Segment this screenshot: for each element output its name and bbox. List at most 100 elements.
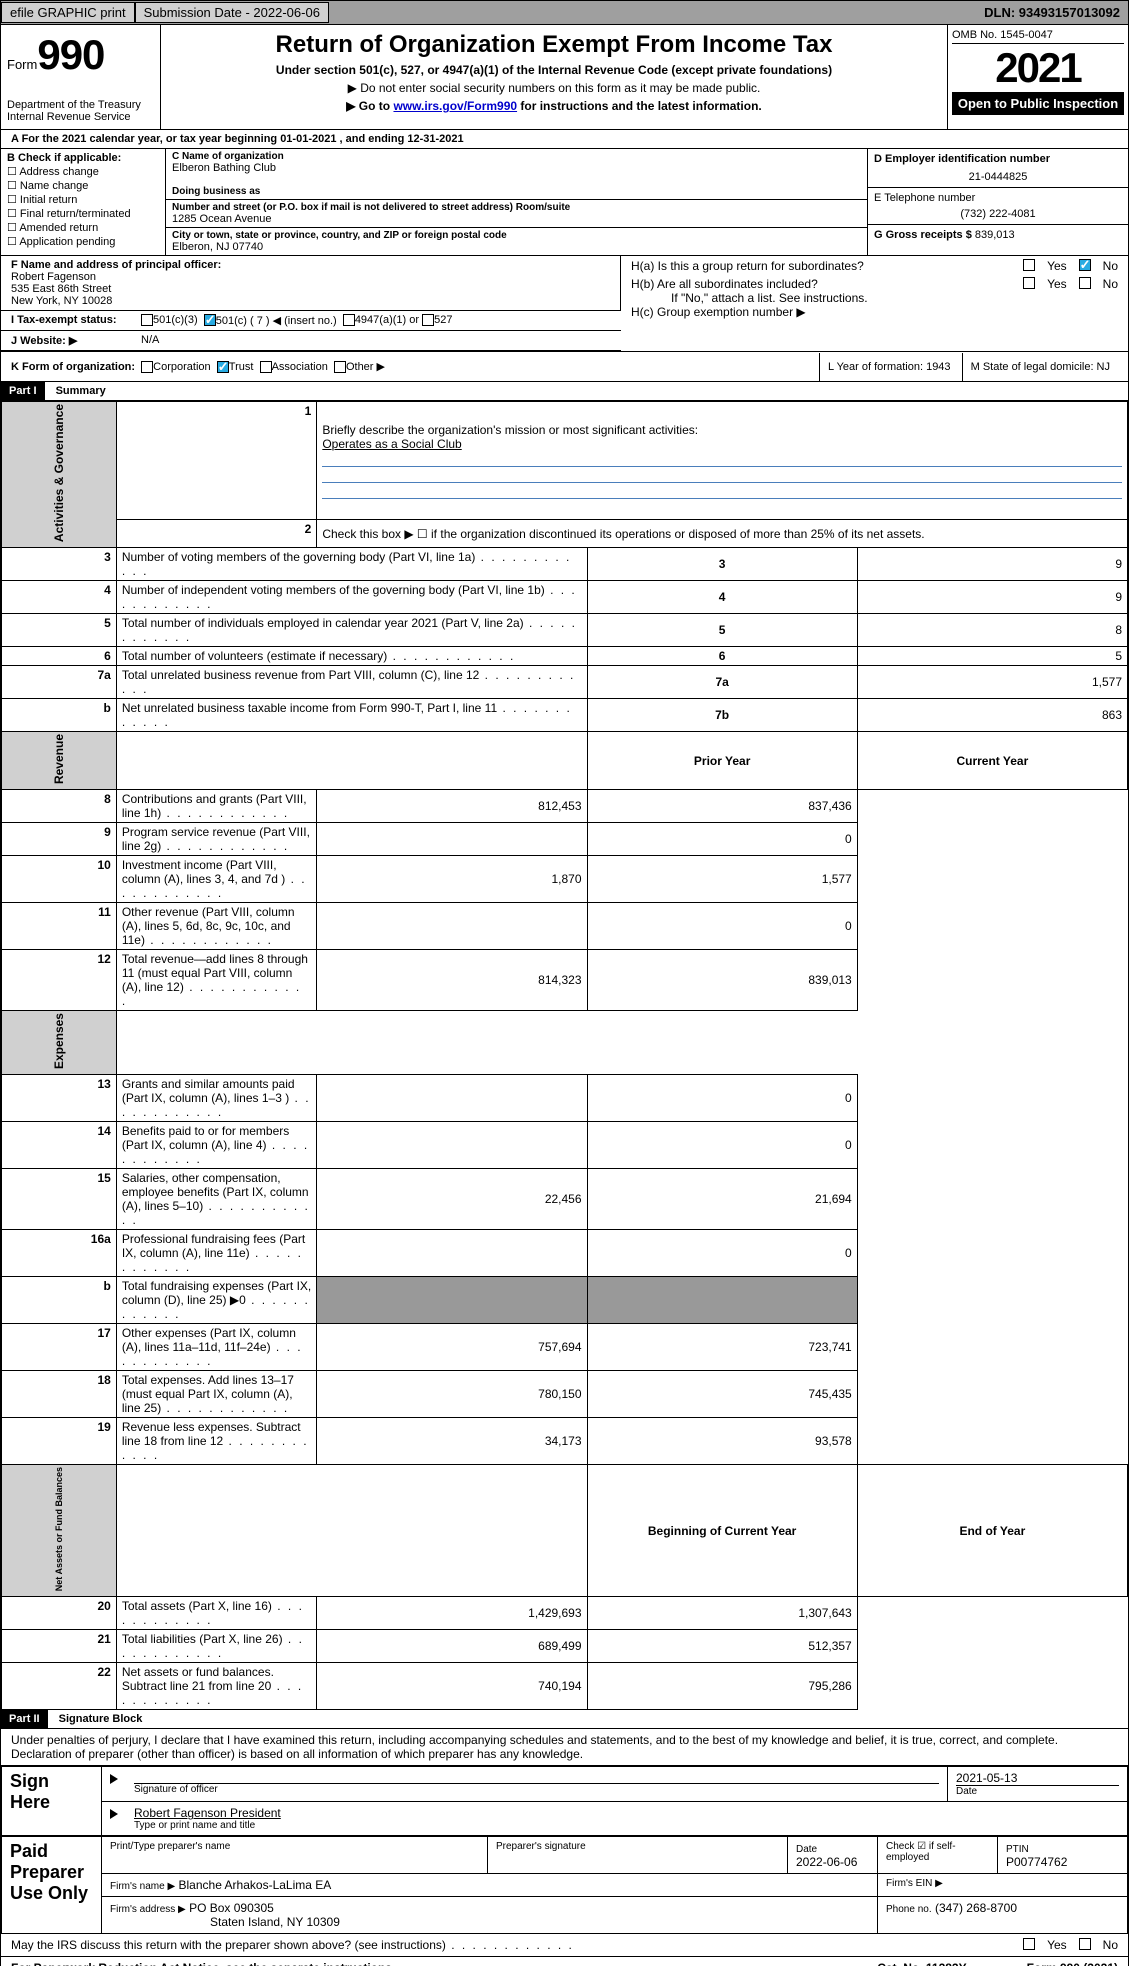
gross-label: G Gross receipts $ [874,229,975,241]
header-center: Return of Organization Exempt From Incom… [161,25,948,129]
chk-4947[interactable] [343,314,355,326]
side-expenses: Expenses [52,1013,66,1069]
dba-label: Doing business as [172,186,861,197]
block-fh: F Name and address of principal officer:… [1,256,1128,352]
row-i: I Tax-exempt status: 501(c)(3) 501(c) ( … [1,311,621,331]
k-label: K Form of organization: [11,361,135,373]
hb-note: If "No," attach a list. See instructions… [671,291,1118,305]
firm-ein-label: Firm's EIN ▶ [878,1874,1128,1897]
topbar: efile GRAPHIC print Submission Date - 20… [1,1,1128,25]
b-label: B Check if applicable: [7,152,159,164]
summary-line: 13Grants and similar amounts paid (Part … [2,1075,1128,1122]
prep-date: 2022-06-06 [796,1855,857,1869]
part1-title: Summary [48,385,106,397]
org-city: Elberon, NJ 07740 [172,241,861,253]
summary-line: 4Number of independent voting members of… [2,581,1128,614]
efile-print-button[interactable]: efile GRAPHIC print [1,2,135,23]
form-990-document: efile GRAPHIC print Submission Date - 20… [0,0,1129,1966]
chk-other[interactable] [334,361,346,373]
check-self: Check ☑ if self-employed [878,1837,998,1874]
ha-no[interactable] [1079,259,1091,271]
ptin-value: P00774762 [1006,1855,1067,1869]
q1: Briefly describe the organization's miss… [322,423,698,437]
firm-addr-label: Firm's address ▶ [110,1904,186,1915]
type-name-label: Type or print name and title [134,1820,1119,1831]
dln: DLN: 93493157013092 [976,3,1128,22]
header-left: Form990 Department of the Treasury Inter… [1,25,161,129]
firm-addr2: Staten Island, NY 10309 [210,1915,340,1929]
chk-corp[interactable] [141,361,153,373]
subdate-label: Submission Date - [144,5,254,20]
part1-header: Part I Summary [1,382,1128,401]
summary-line: 8Contributions and grants (Part VIII, li… [2,790,1128,823]
ha-yes[interactable] [1023,259,1035,271]
summary-line: bTotal fundraising expenses (Part IX, co… [2,1277,1128,1324]
col-d: D Employer identification number 21-0444… [868,149,1128,255]
hc-label: H(c) Group exemption number ▶ [631,305,1118,319]
header-right: OMB No. 1545-0047 2021 Open to Public In… [948,25,1128,129]
form-number: 990 [37,31,104,78]
block-bcdeg: B Check if applicable: ☐ Address change … [1,149,1128,256]
chk-amended[interactable]: ☐ Amended return [7,221,159,234]
chk-trust[interactable] [217,361,229,373]
state-domicile: M State of legal domicile: NJ [962,353,1118,381]
part1-label: Part I [1,382,45,400]
side-revenue: Revenue [52,734,66,784]
row-j: J Website: ▶ N/A [1,331,621,351]
declaration-text: Under penalties of perjury, I declare th… [1,1729,1128,1766]
chk-name[interactable]: ☐ Name change [7,179,159,192]
org-address: 1285 Ocean Avenue [172,213,861,225]
footer-catno: Cat. No. 11282Y [877,1961,966,1966]
public-inspection: Open to Public Inspection [952,92,1124,115]
summary-table: Activities & Governance 1 Briefly descri… [1,401,1128,1710]
firm-phone-label: Phone no. [886,1904,932,1915]
firm-addr1: PO Box 090305 [189,1901,274,1915]
row-a: A For the 2021 calendar year, or tax yea… [1,130,1128,149]
irs-no[interactable] [1079,1938,1091,1950]
signature-block: Under penalties of perjury, I declare th… [1,1729,1128,1957]
chk-501c[interactable] [204,314,216,326]
part2-header: Part II Signature Block [1,1710,1128,1729]
omb-number: OMB No. 1545-0047 [952,29,1124,44]
chk-initial[interactable]: ☐ Initial return [7,193,159,206]
chk-address[interactable]: ☐ Address change [7,165,159,178]
j-label: J Website: ▶ [11,334,141,347]
pointer-icon [110,1809,118,1819]
side-governance: Activities & Governance [52,404,66,542]
ein-value: 21-0444825 [874,171,1122,183]
department: Department of the Treasury Internal Reve… [7,99,154,123]
sig-date: 2021-05-13 [956,1771,1017,1785]
hb-yes[interactable] [1023,277,1035,289]
chk-final[interactable]: ☐ Final return/terminated [7,207,159,220]
firm-phone: (347) 268-8700 [935,1901,1017,1915]
note2-post: for instructions and the latest informat… [517,99,762,113]
col-current: Current Year [857,732,1127,790]
chk-assoc[interactable] [260,361,272,373]
submission-date: Submission Date - 2022-06-06 [135,2,329,23]
chk-527[interactable] [422,314,434,326]
summary-line: 5Total number of individuals employed in… [2,614,1128,647]
summary-line: 9Program service revenue (Part VIII, lin… [2,823,1128,856]
col-b: B Check if applicable: ☐ Address change … [1,149,166,255]
summary-line: 22Net assets or fund balances. Subtract … [2,1663,1128,1710]
website-value: N/A [141,334,159,347]
chk-501c3[interactable] [141,314,153,326]
sign-here-table: Sign Here Signature of officer 2021-05-1… [1,1766,1128,1836]
form-subtitle: Under section 501(c), 527, or 4947(a)(1)… [171,63,937,77]
irs-link[interactable]: www.irs.gov/Form990 [393,99,517,113]
footer-left: For Paperwork Reduction Act Notice, see … [11,1961,395,1966]
mission-text: Operates as a Social Club [322,437,461,451]
pointer-icon [110,1774,118,1784]
form-header: Form990 Department of the Treasury Inter… [1,25,1128,130]
chk-pending[interactable]: ☐ Application pending [7,235,159,248]
hb-no[interactable] [1079,277,1091,289]
irs-yes[interactable] [1023,1938,1035,1950]
summary-line: 20Total assets (Part X, line 16)1,429,69… [2,1597,1128,1630]
summary-line: 12Total revenue—add lines 8 through 11 (… [2,950,1128,1011]
summary-line: 15Salaries, other compensation, employee… [2,1169,1128,1230]
firm-name-label: Firm's name ▶ [110,1881,175,1892]
note-1: ▶ Do not enter social security numbers o… [171,81,937,95]
note2-pre: ▶ Go to [346,99,393,113]
col-beginning: Beginning of Current Year [587,1465,857,1597]
sig-officer-label: Signature of officer [134,1783,939,1795]
